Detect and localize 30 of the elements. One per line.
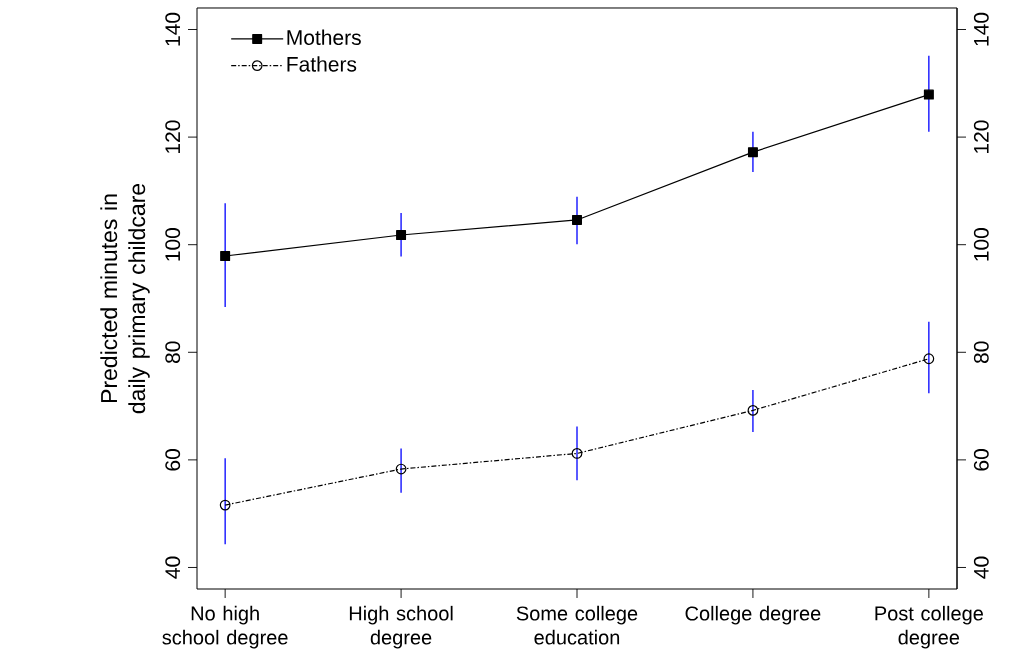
point	[923, 353, 935, 365]
point	[747, 405, 759, 416]
legend-label: Mothers	[287, 29, 361, 46]
point	[219, 499, 231, 511]
point	[571, 448, 583, 459]
x-tick-label: Post college degree	[875, 605, 983, 649]
point	[747, 147, 758, 158]
x-tick-label: College degree	[685, 605, 821, 625]
y-tick-label: 140	[165, 12, 181, 46]
y2-tick-label: 40	[973, 556, 989, 579]
y2-tick-label: 100	[973, 228, 989, 261]
y2-tick-label: 80	[973, 341, 989, 364]
y-tick-label: 80	[165, 341, 181, 364]
y-axis-title: Predicted minutes in daily primary childcare	[100, 183, 150, 414]
legend-label: Fathers	[287, 56, 357, 72]
y2-tick-label: 140	[973, 12, 989, 46]
point	[395, 463, 407, 475]
point	[220, 251, 231, 261]
y-tick-label: 60	[165, 449, 181, 471]
point	[923, 89, 934, 100]
x-tick-label: No high school degree	[162, 605, 288, 649]
y2-tick-label: 120	[973, 120, 989, 154]
y-tick-label: 100	[165, 228, 181, 261]
point	[396, 230, 407, 240]
y-tick-label: 40	[165, 556, 181, 579]
x-tick-label: High school degree	[349, 605, 453, 649]
point	[572, 214, 582, 225]
y-tick-label: 120	[165, 120, 181, 154]
y2-tick-label: 60	[973, 449, 989, 471]
x-tick-label: Some college education	[516, 605, 638, 645]
